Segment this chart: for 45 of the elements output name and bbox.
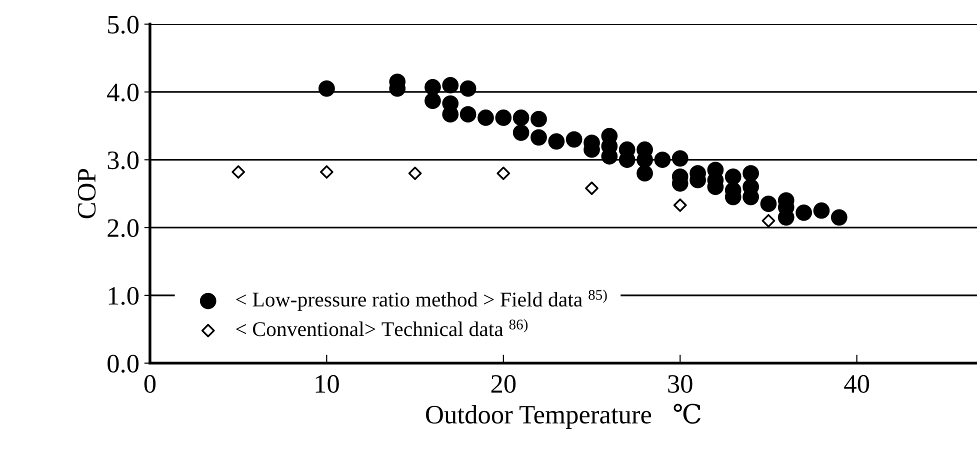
point <box>512 110 530 126</box>
point <box>813 202 830 219</box>
legend-label: < Conventional> Technical data $^{86)}$ <box>236 319 528 336</box>
point <box>673 198 687 212</box>
point <box>424 92 441 109</box>
point <box>762 214 776 228</box>
y-tick-label: 3.0 <box>108 151 139 170</box>
point <box>478 110 494 126</box>
point <box>796 204 812 221</box>
y-tick-label: 2.0 <box>108 219 139 238</box>
y-tick-label: 0.0 <box>108 354 139 373</box>
point <box>495 110 512 126</box>
legend-label: < Low-pressure ratio method > Field data $^{85)}$ <box>236 290 607 311</box>
point <box>232 165 246 179</box>
x-tick-label: 30 <box>668 375 692 393</box>
x-tick-label: 40 <box>844 375 870 393</box>
x-tick-label: 10 <box>316 375 339 393</box>
point <box>566 131 582 148</box>
y-tick-label: 5.0 <box>108 16 139 34</box>
point <box>408 166 422 180</box>
point <box>760 196 777 212</box>
point <box>548 133 565 150</box>
point <box>742 165 759 182</box>
x-tick-label: 20 <box>491 375 516 393</box>
point <box>654 152 671 168</box>
point <box>512 124 530 141</box>
point <box>636 165 653 182</box>
x-axis-title: Outdoor Temperature ℃ <box>426 404 700 429</box>
x-tick-label: 0 <box>144 375 156 393</box>
point <box>460 80 476 97</box>
point <box>496 166 510 180</box>
y-axis-title: COP <box>78 169 96 218</box>
point <box>530 110 547 128</box>
point <box>318 80 335 97</box>
point <box>442 77 459 94</box>
point <box>830 209 848 226</box>
point <box>585 182 598 195</box>
y-tick-label: 4.0 <box>107 84 139 102</box>
y-tick-label: 1.0 <box>108 286 139 305</box>
point <box>424 79 441 96</box>
point <box>724 168 742 185</box>
point <box>460 106 476 123</box>
point <box>672 150 688 167</box>
point <box>320 165 334 179</box>
point <box>530 129 547 146</box>
